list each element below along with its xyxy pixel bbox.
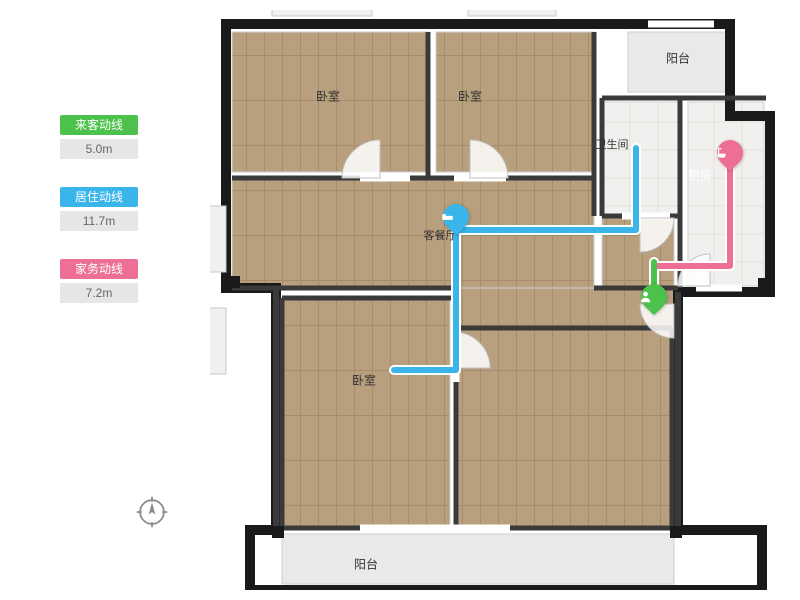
- floor-plan-svg: [210, 10, 790, 590]
- compass-icon: [135, 495, 169, 529]
- legend-living-label: 居住动线: [60, 187, 138, 207]
- legend-guest-label: 来客动线: [60, 115, 138, 135]
- legend: 来客动线 5.0m 居住动线 11.7m 家务动线 7.2m: [60, 115, 160, 331]
- room-bed1: [232, 32, 428, 172]
- room-bed2: [436, 32, 594, 172]
- legend-living: 居住动线 11.7m: [60, 187, 160, 231]
- room-balc2: [282, 534, 674, 584]
- legend-chore-distance: 7.2m: [60, 283, 138, 303]
- room-balc1: [628, 32, 728, 92]
- room-bed3: [282, 300, 450, 528]
- legend-living-distance: 11.7m: [60, 211, 138, 231]
- legend-guest: 来客动线 5.0m: [60, 115, 160, 159]
- legend-chore: 家务动线 7.2m: [60, 259, 160, 303]
- legend-chore-label: 家务动线: [60, 259, 138, 279]
- legend-guest-distance: 5.0m: [60, 139, 138, 159]
- stage: 来客动线 5.0m 居住动线 11.7m 家务动线 7.2m: [0, 0, 800, 600]
- floor-plan: 卧室卧室阳台卫生间厨房客餐厅卧室阳台: [210, 10, 790, 590]
